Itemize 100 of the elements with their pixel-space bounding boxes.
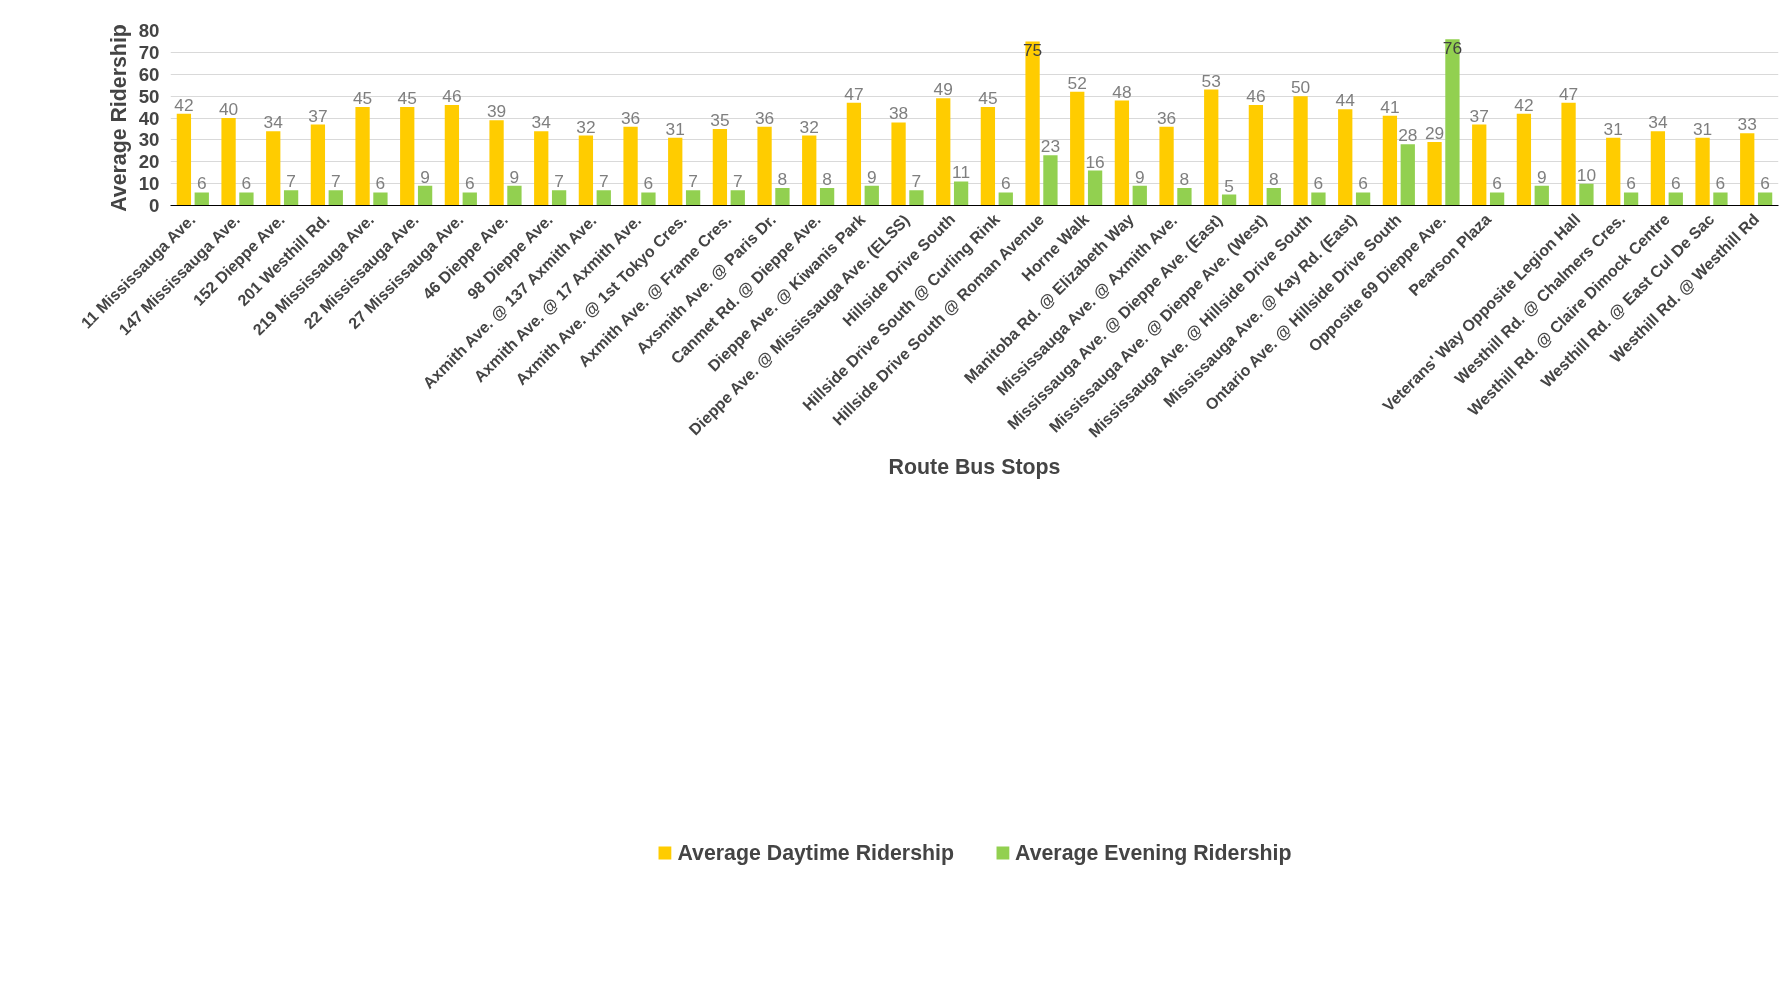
data-label: 45 [978,88,998,109]
x-axis-title: Route Bus Stops [888,454,1061,479]
data-label: 35 [710,109,730,130]
bar [1579,183,1594,206]
bar [176,113,192,206]
data-label: 47 [1558,83,1579,104]
data-label: 6 [464,173,475,194]
bar [909,190,924,206]
data-label: 32 [799,116,819,137]
data-label: 8 [1179,169,1190,189]
bar [417,185,433,206]
data-label: 31 [665,118,685,139]
data-label: 36 [754,107,775,128]
data-label: 40 [218,99,239,119]
bar [980,107,996,206]
bar [596,190,611,206]
y-tick-label: 10 [138,173,160,195]
data-label: 52 [1067,72,1087,93]
bar [1757,192,1773,206]
bar [355,107,370,206]
data-label: 7 [554,171,564,192]
bar [775,188,790,206]
bar [1516,113,1532,206]
data-label: 48 [1112,81,1132,102]
bar [400,107,415,206]
bar [1740,133,1755,206]
bar [1311,192,1326,206]
bar [668,137,683,206]
data-label: 50 [1290,77,1311,98]
bar [1221,194,1237,206]
data-label: 29 [1424,123,1445,144]
bar [1266,188,1281,206]
data-label: 6 [375,173,386,194]
bar [623,126,638,206]
y-tick-label: 70 [138,41,160,63]
data-label: 11 [952,162,971,183]
bar [998,192,1013,206]
bar [1650,131,1666,206]
data-label: 6 [643,173,654,194]
bar [685,190,701,206]
bar [1561,102,1576,206]
bar [1445,39,1460,206]
y-axis-title: Average Ridership [106,24,131,212]
data-label: 10 [1576,164,1597,185]
data-label: 37 [308,105,328,126]
bar [534,131,549,206]
data-label: 6 [1313,173,1324,194]
data-label: 32 [576,116,596,137]
bar [444,104,460,206]
data-label: 45 [352,88,373,109]
bar [1025,41,1040,206]
data-label: 8 [822,169,832,189]
bar [846,102,862,206]
data-label: 31 [1692,118,1713,139]
bar [1623,192,1639,206]
data-label: 7 [688,171,698,192]
data-label: 6 [1760,173,1770,194]
data-label: 6 [196,173,207,194]
data-label: 49 [933,79,953,100]
bar [1114,100,1130,206]
bar [1293,96,1308,206]
data-label: 5 [1224,175,1234,196]
data-label: 6 [1715,173,1726,194]
bar [891,122,906,206]
data-label: 6 [1000,173,1011,194]
bar [730,190,745,206]
bar [1248,104,1264,206]
data-label: 31 [1603,118,1623,139]
bar [953,181,969,206]
bar [802,135,817,206]
data-label: 39 [486,101,507,122]
data-label: 34 [263,112,284,133]
bar [1534,185,1549,206]
bar [1338,109,1353,206]
bar [328,190,343,206]
bar [1606,137,1621,206]
data-label: 34 [531,112,552,133]
data-label: 36 [620,107,641,128]
bar [641,192,656,206]
bar [1668,192,1683,206]
bar [936,98,951,206]
bar [864,185,879,206]
data-label: 16 [1085,151,1105,172]
data-label: 6 [241,173,252,194]
y-tick-label: 0 [149,195,160,216]
data-label: 46 [1246,85,1266,106]
bar [310,124,326,206]
bar [462,192,477,206]
bar [1070,91,1085,206]
bar [1400,144,1415,206]
bar [551,190,567,206]
bar [283,190,299,206]
y-tick-label: 30 [138,129,160,151]
bar [1177,188,1192,206]
data-label: 37 [1469,105,1489,126]
bar [819,188,835,206]
data-label: 42 [1514,94,1534,115]
data-label: 42 [174,94,194,115]
bar [221,118,236,206]
y-tick-label: 40 [138,107,160,129]
